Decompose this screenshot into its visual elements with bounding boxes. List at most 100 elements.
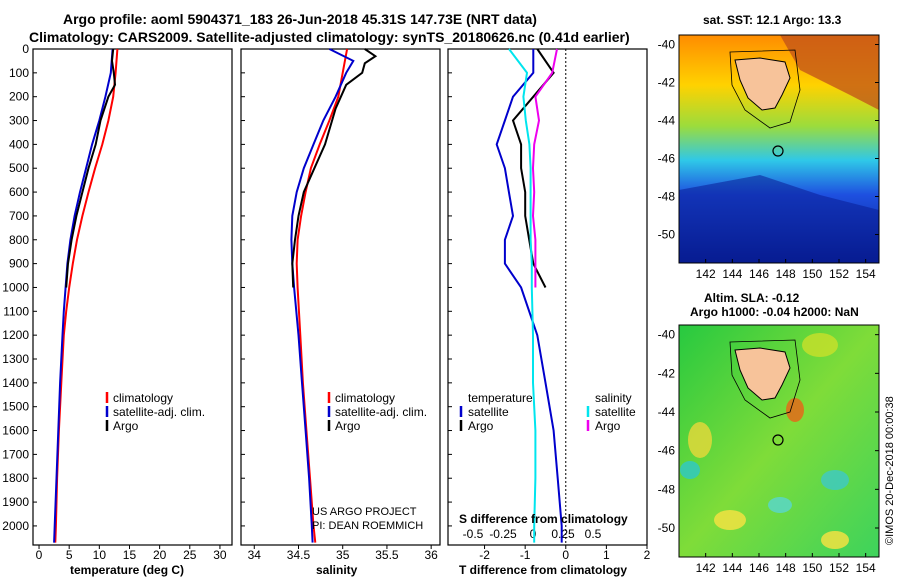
salinity-tick-label: 35 <box>336 548 350 562</box>
longitude-tick-label: 152 <box>829 561 849 575</box>
legend-argo: Argo <box>335 419 361 433</box>
depth-tick-label: 1000 <box>2 280 29 294</box>
temperature-panel-frame <box>32 48 233 546</box>
sla-anomaly <box>821 531 849 549</box>
warm-water-patch <box>780 35 879 110</box>
sla-anomaly <box>768 497 792 513</box>
temperature-axis-label: temperature (deg C) <box>70 563 184 577</box>
isobath-contour <box>729 339 801 419</box>
sal-diff-satellite <box>508 48 537 543</box>
longitude-tick-label: 144 <box>722 561 742 575</box>
temperature-series-3 <box>65 48 117 288</box>
legend-climatology: climatology <box>335 391 395 405</box>
title-line-2: Climatology: CARS2009. Satellite-adjuste… <box>29 29 630 45</box>
salinity-plot: 34 34.5 35 35.5 36 <box>248 48 438 562</box>
sla-map: Altim. SLA: -0.12 Argo h1000: -0.04 h200… <box>658 291 880 575</box>
tasmania-landmass <box>734 57 791 111</box>
s-difference-tick-label: -0.5 <box>463 527 484 541</box>
depth-tick-label: 1600 <box>2 424 29 438</box>
depth-tick-label: 500 <box>9 161 29 175</box>
depth-tick-label: 100 <box>9 66 29 80</box>
temperature-legend: climatology satellite-adj. clim. Argo <box>105 391 205 433</box>
longitude-tick-label: 146 <box>749 561 769 575</box>
sal-diff-argo <box>531 48 558 288</box>
legend-temp-satellite: satellite <box>468 405 509 419</box>
depth-axis: 0 100 200 300 400 500 600 700 800 900 1000 1100 1200… <box>2 42 452 533</box>
latitude-tick-label: -50 <box>658 228 676 242</box>
longitude-tick-label: 152 <box>829 267 849 281</box>
legend-temp-argo: Argo <box>468 419 494 433</box>
longitude-tick-label: 150 <box>802 267 822 281</box>
latitude-tick-label: -44 <box>658 114 676 128</box>
temperature-tick-label: 30 <box>213 548 227 562</box>
sst-map-title: sat. SST: 12.1 Argo: 13.3 <box>703 13 842 27</box>
salinity-series-2 <box>290 48 355 543</box>
legend-sal-argo: Argo <box>595 419 621 433</box>
longitude-tick-label: 142 <box>696 267 716 281</box>
longitude-tick-label: 148 <box>776 561 796 575</box>
temperature-plot: 0 5 10 15 20 25 30 <box>36 48 227 562</box>
depth-tick-label: 600 <box>9 185 29 199</box>
longitude-tick-label: 154 <box>856 561 876 575</box>
sla-anomaly <box>821 470 849 490</box>
cold-water-patch <box>679 175 879 263</box>
depth-tick-label: 200 <box>9 90 29 104</box>
t-difference-tick-label: -1 <box>520 548 531 562</box>
temperature-series-2 <box>53 48 114 543</box>
longitude-tick-label: 142 <box>696 561 716 575</box>
legend-satellite: satellite-adj. clim. <box>113 405 205 419</box>
depth-tick-label: 900 <box>9 257 29 271</box>
salinity-series-3 <box>291 48 378 288</box>
t-difference-tick-label: 2 <box>644 548 651 562</box>
s-difference-tick-label: 0.25 <box>551 527 575 541</box>
latitude-tick-label: -48 <box>658 482 676 496</box>
temperature-tick-label: 5 <box>66 548 73 562</box>
salinity-tick-label: 34.5 <box>287 548 311 562</box>
salinity-axis-label: salinity <box>316 563 358 577</box>
longitude-tick-label: 150 <box>802 561 822 575</box>
salinity-tick-label: 34 <box>248 548 262 562</box>
latitude-tick-label: -42 <box>658 76 676 90</box>
profile-panels: 0100200300400500600700800900100011001200… <box>2 42 650 577</box>
temperature-tick-label: 10 <box>93 548 107 562</box>
temperature-tick-label: 20 <box>153 548 167 562</box>
legend-climatology: climatology <box>113 391 173 405</box>
salinity-panel-frame <box>240 48 441 546</box>
latitude-tick-label: -50 <box>658 521 676 535</box>
temp-diff-satellite <box>495 49 563 543</box>
sla-map-axes: 142 144 146 148 150 152 154 -40 -42 -44 -46 -48 -50 <box>658 328 879 575</box>
legend-header-salinity: salinity <box>595 391 632 405</box>
latitude-tick-label: -42 <box>658 366 676 380</box>
longitude-tick-label: 146 <box>749 267 769 281</box>
depth-tick-label: 1300 <box>2 352 29 366</box>
s-difference-tick-label: 0 <box>530 527 537 541</box>
depth-tick-label: 800 <box>9 233 29 247</box>
s-difference-tick-label: -0.25 <box>489 527 517 541</box>
isobath-contour <box>729 49 801 129</box>
depth-tick-label: 1800 <box>2 471 29 485</box>
t-difference-tick-label: 1 <box>603 548 610 562</box>
temperature-tick-label: 25 <box>183 548 197 562</box>
latitude-tick-label: -40 <box>658 328 676 342</box>
latitude-tick-label: -44 <box>658 405 676 419</box>
latitude-tick-label: -46 <box>658 444 676 458</box>
s-difference-tick-label: 0.5 <box>585 527 602 541</box>
depth-tick-label: 1700 <box>2 447 29 461</box>
depth-tick-label: 2000 <box>2 519 29 533</box>
longitude-tick-label: 148 <box>776 267 796 281</box>
tasmania-landmass <box>734 347 791 401</box>
depth-tick-label: 700 <box>9 209 29 223</box>
sla-anomaly <box>802 333 838 357</box>
sst-map-frame <box>678 34 880 264</box>
legend-header-temperature: temperature <box>468 391 533 405</box>
t-difference-tick-label: 0 <box>562 548 569 562</box>
depth-tick-label: 1900 <box>2 495 29 509</box>
depth-tick-label: 1500 <box>2 400 29 414</box>
latitude-tick-label: -48 <box>658 190 676 204</box>
longitude-tick-label: 144 <box>722 267 742 281</box>
sla-anomaly <box>680 461 700 479</box>
sst-map-axes: 142 144 146 148 150 152 154 -40 -42 -44 -46 -48 -50 <box>658 38 879 281</box>
title-line-1: Argo profile: aoml 5904371_183 26-Jun-20… <box>63 11 537 27</box>
depth-tick-label: 1100 <box>3 304 29 318</box>
sla-anomaly <box>688 422 712 458</box>
